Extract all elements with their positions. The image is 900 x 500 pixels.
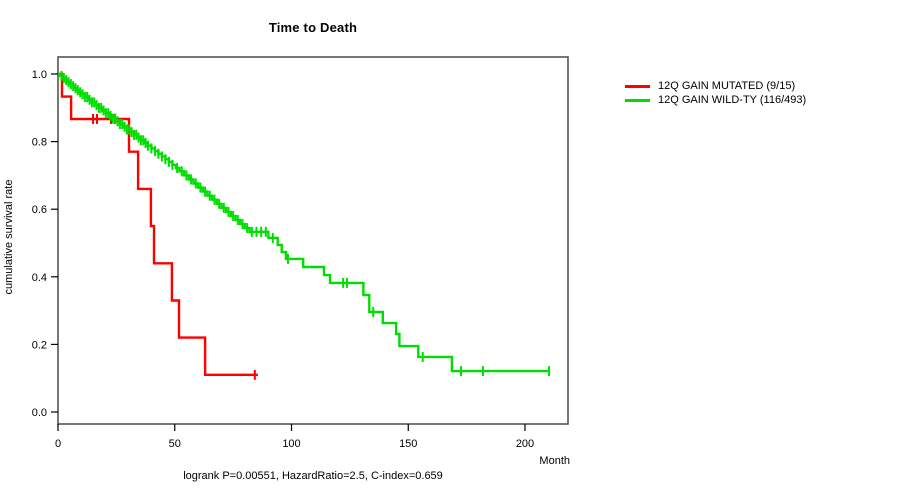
legend-line-swatch	[625, 84, 650, 88]
y-tick-label: 0.6	[32, 204, 47, 216]
x-tick-label: 200	[516, 438, 534, 450]
stats-footer: logrank P=0.00551, HazardRatio=2.5, C-in…	[183, 470, 443, 482]
x-tick-label: 150	[399, 438, 417, 450]
x-axis-label: Month	[539, 455, 570, 467]
chart-title: Time to Death	[268, 20, 358, 35]
legend-label: 12Q GAIN MUTATED (9/15)	[658, 80, 796, 92]
y-tick-label: 1.0	[32, 69, 47, 81]
legend-line-swatch	[625, 98, 650, 102]
legend-item: 12Q GAIN MUTATED (9/15)	[625, 79, 806, 93]
x-tick-label: 50	[169, 438, 181, 450]
y-tick-label: 0.2	[32, 339, 47, 351]
legend-item: 12Q GAIN WILD-TY (116/493)	[625, 93, 806, 107]
x-tick-label: 100	[282, 438, 300, 450]
survival-step-line	[58, 72, 550, 373]
plot-box	[57, 56, 569, 425]
y-tick-label: 0.0	[32, 407, 47, 419]
y-axis: 0.0 0.2 0.4 0.6 0.8 1.0	[32, 69, 58, 419]
y-tick-label: 0.4	[32, 272, 47, 284]
y-tick-label: 0.8	[32, 137, 47, 149]
legend-label: 12Q GAIN WILD-TY (116/493)	[658, 94, 807, 106]
legend: 12Q GAIN MUTATED (9/15) 12Q GAIN WILD-TY …	[625, 79, 806, 107]
x-tick-label: 0	[55, 438, 61, 450]
survival-step-line	[58, 72, 258, 376]
x-axis: 0 50 100 150 200	[55, 424, 534, 450]
series-wildtype	[58, 71, 551, 377]
series-mutated	[58, 72, 258, 380]
